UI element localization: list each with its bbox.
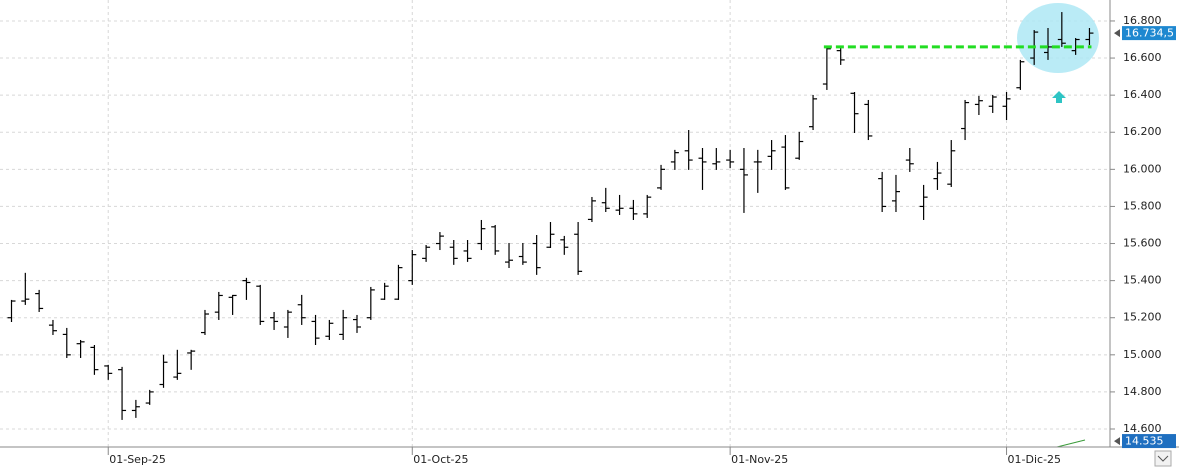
x-tick-label: 01-Nov-25 <box>731 453 788 466</box>
up-arrow <box>1052 91 1066 103</box>
y-tick-label: 16.800 <box>1123 14 1162 27</box>
x-tick-label: 01-Sep-25 <box>109 453 166 466</box>
highlight-ellipse <box>1017 3 1099 73</box>
bars <box>7 12 1094 420</box>
x-tick-label: 01-Oct-25 <box>413 453 468 466</box>
last-price-label: 16.734,5 <box>1125 27 1174 40</box>
y-tick-label: 16.000 <box>1123 162 1162 175</box>
lower-marker-pointer <box>1114 437 1120 446</box>
indicator-line <box>1056 439 1086 448</box>
y-tick-label: 15.800 <box>1123 199 1162 212</box>
lower-marker-box <box>1122 434 1176 449</box>
y-tick-label: 16.600 <box>1123 51 1162 64</box>
y-tick-label: 16.400 <box>1123 88 1162 101</box>
x-tick-label: 01-Dic-25 <box>1008 453 1062 466</box>
grid <box>0 0 1110 447</box>
y-tick-label: 15.200 <box>1123 311 1162 324</box>
y-tick-label: 14.800 <box>1123 385 1162 398</box>
y-tick-label: 14.600 <box>1123 422 1162 435</box>
lower-marker-label: 14.535 <box>1125 435 1164 448</box>
labels: 14.600 14.800 15.000 15.200 15.400 15.600 15.8… <box>107 14 1176 466</box>
y-tick-label: 15.400 <box>1123 274 1162 287</box>
y-tick-label: 15.600 <box>1123 237 1162 250</box>
y-tick-label: 15.000 <box>1123 348 1162 361</box>
y-tick-label: 16.200 <box>1123 125 1162 138</box>
scroll-button[interactable] <box>1154 450 1172 467</box>
last-price-pointer <box>1114 29 1120 38</box>
scroll-icon <box>1157 455 1169 462</box>
last-price-box <box>1122 26 1176 41</box>
